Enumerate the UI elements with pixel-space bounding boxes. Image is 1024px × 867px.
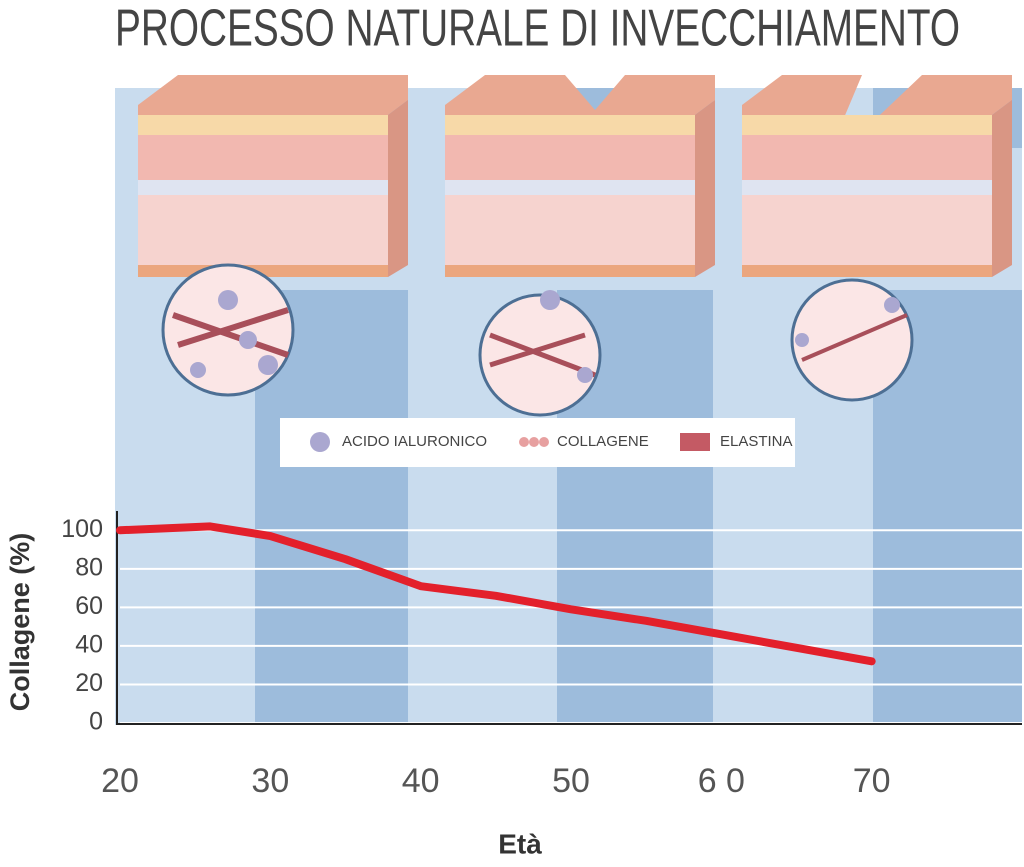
x-tick-label: 50 <box>552 762 590 800</box>
x-tick-label: 30 <box>251 762 289 800</box>
x-axis-label: Età <box>498 828 542 859</box>
legend-label: COLLAGENE <box>557 433 649 450</box>
chart-title: PROCESSO NATURALE DI INVECCHIAMENTO <box>115 0 960 58</box>
y-tick-label: 100 <box>61 515 103 543</box>
y-tick-label: 20 <box>75 669 103 697</box>
legend-label: ACIDO IALURONICO <box>342 433 487 450</box>
skin-illustrations <box>138 75 1012 417</box>
y-tick-label: 60 <box>75 592 103 620</box>
data-line <box>116 522 876 666</box>
y-axis-label: Collagene (%) <box>5 533 35 712</box>
legend-label: ELASTINA <box>720 433 793 450</box>
illustration-legend: ACIDO IALURONICO COLLAGENE ELASTINA <box>280 418 795 467</box>
x-tick-label: 40 <box>402 762 440 800</box>
y-tick-label: 40 <box>75 631 103 659</box>
y-tick-label: 80 <box>75 553 103 581</box>
y-tick-label: 0 <box>89 708 103 736</box>
x-tick-label: 20 <box>101 762 139 800</box>
x-tick-label: 70 <box>853 762 891 800</box>
x-tick-label: 6 0 <box>698 762 745 800</box>
